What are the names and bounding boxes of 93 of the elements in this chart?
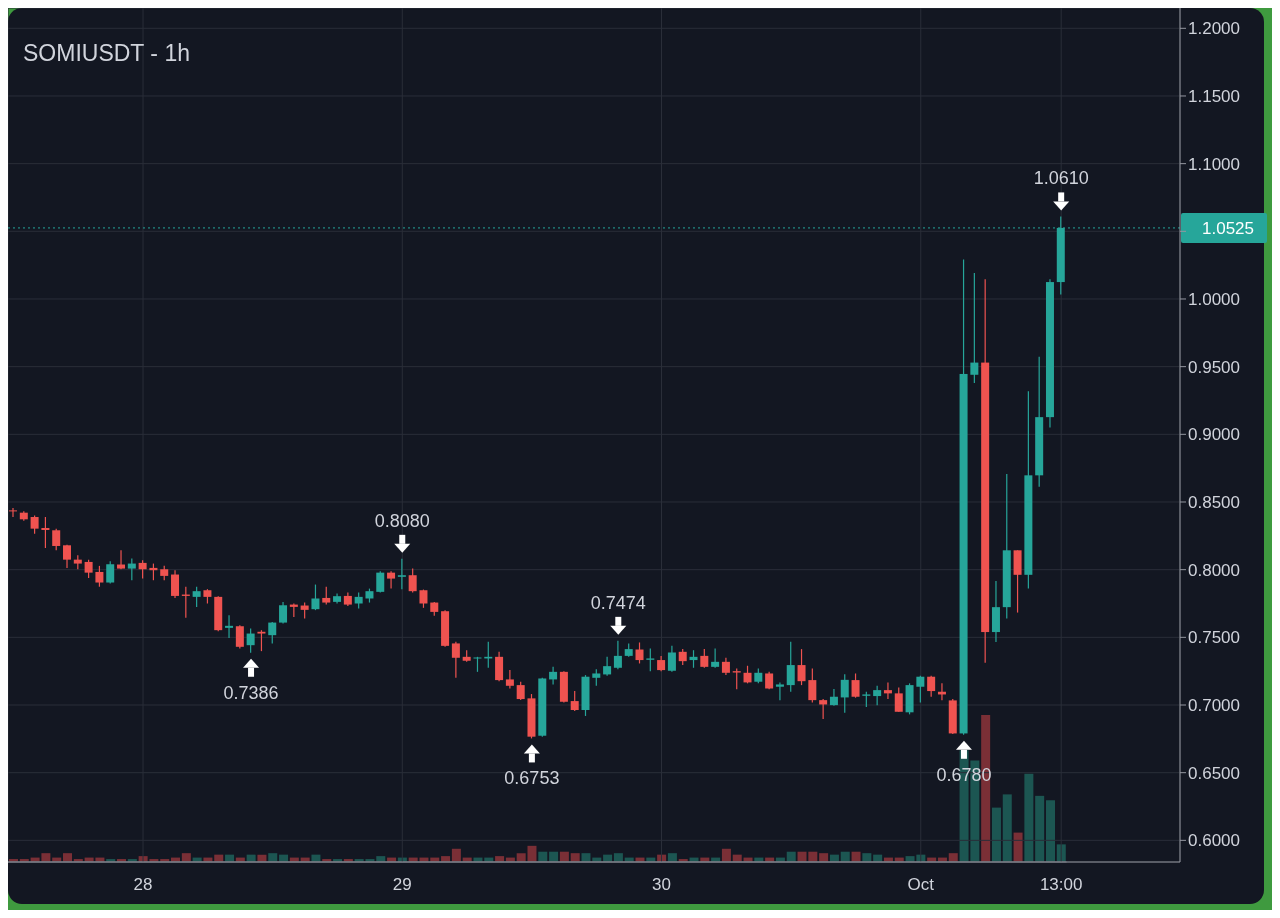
candlestick [257, 629, 266, 652]
candlestick [495, 651, 504, 682]
bar [570, 853, 580, 862]
text: SOMIUSDT - 1h [23, 40, 190, 67]
bar [991, 807, 1001, 862]
candlestick [851, 672, 860, 699]
bar [667, 853, 677, 862]
candlestick [840, 673, 849, 714]
y-tick-label: 1.1000 [1188, 154, 1240, 174]
annotation: 0.8080 [374, 510, 430, 531]
candlestick [505, 669, 514, 690]
y-tick-label: 0.8000 [1188, 560, 1240, 580]
candlestick [279, 601, 288, 625]
candlestick [52, 528, 61, 551]
candlestick [819, 698, 828, 720]
bar [63, 853, 73, 862]
bar [613, 853, 623, 862]
bar [1035, 795, 1045, 862]
y-tick-label: 0.9000 [1188, 425, 1240, 445]
bar [1045, 800, 1055, 862]
candlestick [192, 586, 201, 608]
candlestick [376, 570, 385, 594]
y-tick-label: 0.6500 [1188, 763, 1240, 783]
bar [181, 853, 191, 862]
candlestick [451, 641, 460, 679]
y-tick-label: 0.7500 [1188, 628, 1240, 648]
bar [1013, 832, 1023, 862]
bar [581, 853, 591, 862]
candlestick [775, 681, 784, 701]
candlestick [225, 614, 234, 639]
candlestick [171, 569, 180, 599]
annotation: 0.7474 [590, 592, 646, 613]
candlestick [127, 557, 136, 581]
annotation: 0.6753 [504, 768, 560, 789]
candlestick [138, 559, 147, 580]
y-tick-label: 0.9500 [1188, 357, 1240, 377]
bar [819, 853, 829, 862]
candlestick [667, 645, 676, 673]
y-tick-label: 1.1500 [1188, 87, 1240, 107]
candlestick [235, 624, 244, 650]
bar [451, 848, 461, 862]
y-tick-label: 0.8500 [1188, 493, 1240, 513]
candlestick [408, 567, 417, 594]
candlestick [516, 681, 525, 701]
annotation: 0.6780 [936, 764, 992, 785]
bar [268, 853, 278, 862]
y-tick-label: 0.7000 [1188, 696, 1240, 716]
candlestick [711, 647, 720, 669]
candlestick [894, 686, 903, 713]
candlestick [41, 516, 50, 549]
candlestick [106, 560, 115, 585]
y-tick-label: 1.2000 [1188, 19, 1240, 39]
candlestick [397, 558, 406, 590]
candlestick [246, 627, 255, 654]
candlestick [84, 559, 93, 579]
candlestick [646, 647, 655, 672]
bar [862, 853, 872, 862]
annotation: 0.7386 [223, 682, 279, 703]
y-tick-label: 0.6000 [1188, 831, 1240, 851]
annotation: 1.0610 [1033, 168, 1089, 189]
candlestick [549, 666, 558, 686]
candlestick [797, 648, 806, 686]
ref-line-label: 1.0525 [1202, 218, 1254, 238]
candlestick [883, 681, 892, 700]
bar [1024, 773, 1034, 862]
candlestick [786, 641, 795, 693]
bar [1002, 794, 1012, 862]
candlestick [635, 641, 644, 665]
candlestick [829, 688, 838, 707]
candlestick [970, 272, 979, 384]
candlestick [700, 648, 709, 669]
x-tick-label: 13:00 [1039, 875, 1083, 895]
candlestick [311, 583, 320, 611]
x-tick-label: 30 [652, 875, 671, 895]
candlestick [30, 514, 39, 535]
candlestick [603, 656, 612, 677]
bar [948, 853, 958, 862]
candlestick [9, 507, 17, 518]
candlestick [613, 640, 622, 670]
candlestick [95, 565, 104, 588]
x-tick-label: 28 [133, 875, 153, 895]
x-tick-label: Oct [907, 875, 935, 895]
bar [721, 848, 731, 862]
candlestick [916, 675, 925, 704]
candlestick [808, 667, 817, 704]
x-tick-label: 29 [392, 875, 412, 895]
candlestick [873, 685, 882, 706]
candlestick [387, 570, 396, 590]
y-tick-label: 1.0000 [1188, 290, 1240, 310]
candlestick [268, 621, 277, 645]
candlestick [570, 690, 579, 712]
candlestick [927, 675, 936, 698]
candlestick [732, 667, 741, 690]
